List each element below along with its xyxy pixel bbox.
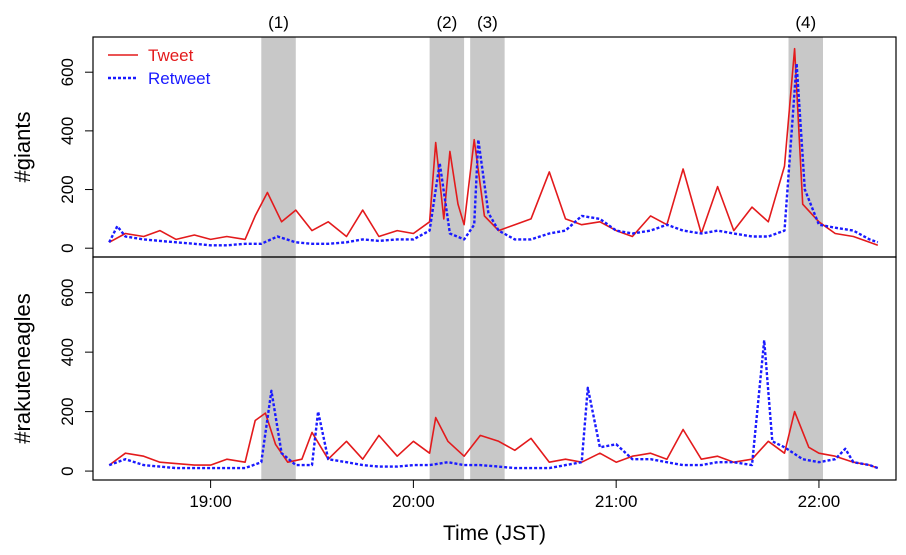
x-tick-label: 19:00 bbox=[189, 492, 232, 511]
y-tick-label: 0 bbox=[58, 243, 77, 252]
y-axis-label: #giants bbox=[10, 112, 35, 183]
shaded-region-label-2: (2) bbox=[436, 13, 457, 32]
x-tick-label: 22:00 bbox=[798, 492, 841, 511]
y-tick-label: 0 bbox=[58, 466, 77, 475]
legend-label-retweet: Retweet bbox=[148, 69, 211, 88]
tweet-series-line bbox=[108, 410, 879, 469]
panel-frame-2 bbox=[92, 256, 897, 481]
shaded-region-1 bbox=[261, 37, 296, 257]
shaded-region-label-4: (4) bbox=[795, 13, 816, 32]
labels: (1) (2) (3) (4) 0 200 400 600 #giants Tweet Retwee… bbox=[10, 13, 840, 545]
x-tick-label: 21:00 bbox=[595, 492, 638, 511]
shaded-region-label-3: (3) bbox=[477, 13, 498, 32]
tweet-series-line bbox=[108, 47, 879, 247]
shaded-region-2 bbox=[429, 257, 465, 480]
y-tick-label: 600 bbox=[58, 278, 77, 306]
y-tick-label: 400 bbox=[58, 117, 77, 145]
retweet-series-line bbox=[108, 339, 879, 470]
y-tick-label: 200 bbox=[58, 175, 77, 203]
series-lines bbox=[108, 47, 879, 470]
x-tick-label: 20:00 bbox=[392, 492, 435, 511]
y-tick-label: 600 bbox=[58, 58, 77, 86]
x-axis-label: Time (JST) bbox=[443, 522, 546, 545]
shaded-region-label-1: (1) bbox=[268, 13, 289, 32]
shaded-region-3 bbox=[470, 257, 505, 480]
retweet-series-line bbox=[108, 62, 879, 247]
legend-label-tweet: Tweet bbox=[148, 46, 194, 65]
plot-frame bbox=[92, 36, 897, 481]
shaded-region-4 bbox=[788, 257, 823, 480]
y-tick-label: 400 bbox=[58, 338, 77, 366]
y-tick-label: 200 bbox=[58, 397, 77, 425]
shaded-region-1 bbox=[261, 257, 296, 480]
shaded-regions bbox=[261, 37, 823, 480]
y-axis-label: #rakuteneagles bbox=[10, 293, 35, 443]
